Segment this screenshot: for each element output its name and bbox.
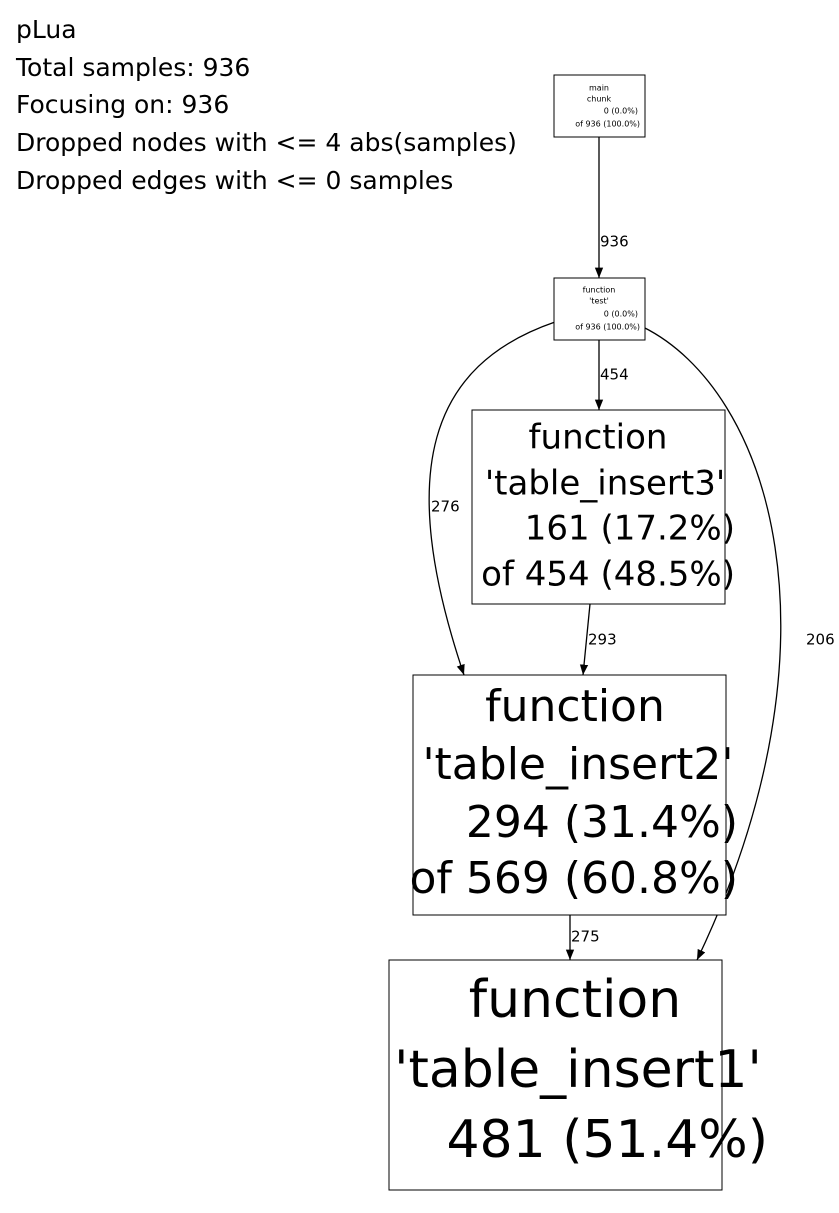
- node-text: 'test': [589, 297, 609, 306]
- node-text: main: [589, 84, 609, 93]
- node-box: [553, 74, 646, 138]
- node-text: function: [583, 286, 616, 295]
- node-box: [553, 277, 646, 341]
- node-text: 'table_insert3': [485, 464, 725, 504]
- node-text: of 936 (100.0%): [575, 120, 640, 129]
- node-text: of 454 (48.5%): [481, 555, 735, 595]
- node-box: [471, 409, 726, 605]
- node-text: 0 (0.0%): [604, 107, 638, 116]
- node-text: chunk: [587, 95, 612, 104]
- edge-label: 293: [588, 631, 617, 649]
- node-text: 481 (51.4%): [446, 1110, 768, 1170]
- node-text: of 936 (100.0%): [575, 323, 640, 332]
- node-text: function: [529, 418, 668, 458]
- edge: [642, 326, 782, 961]
- edge: [579, 603, 591, 676]
- node-box: [388, 959, 723, 1191]
- node-text: 294 (31.4%): [466, 797, 738, 848]
- edge-label: 275: [571, 928, 600, 946]
- edge-label: 454: [600, 366, 629, 384]
- header-line: Dropped edges with <= 0 samples: [16, 166, 453, 195]
- header-line: Dropped nodes with <= 4 abs(samples): [16, 128, 517, 157]
- node-box: [412, 674, 727, 916]
- node-text: 'table_insert2': [422, 739, 733, 790]
- node-text: function: [469, 970, 681, 1030]
- edge-label: 276: [431, 498, 460, 516]
- node-text: 0 (0.0%): [604, 310, 638, 319]
- header-line: Focusing on: 936: [16, 90, 229, 119]
- edge-label: 206: [806, 631, 835, 649]
- node-text: 'table_insert1': [394, 1040, 762, 1100]
- node-text: function: [485, 681, 665, 732]
- header-line: pLua: [16, 15, 77, 44]
- edge: [428, 321, 556, 676]
- node-text: of 569 (60.8%): [410, 853, 738, 904]
- edge-label: 936: [600, 233, 629, 251]
- node-text: 161 (17.2%): [525, 509, 735, 549]
- header-line: Total samples: 936: [15, 53, 250, 82]
